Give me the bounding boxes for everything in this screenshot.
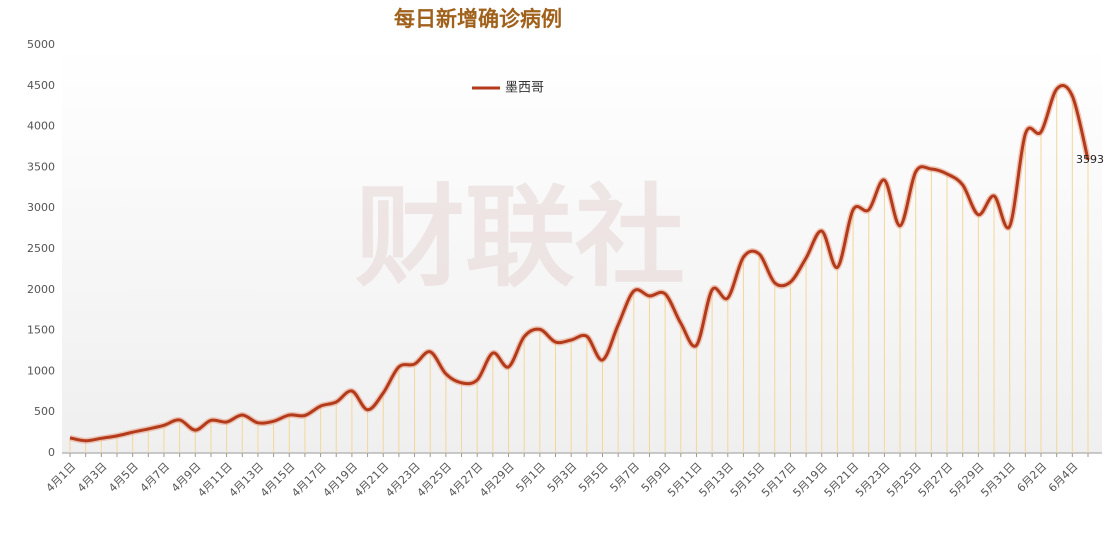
y-tick-label: 4500 bbox=[27, 79, 55, 92]
x-tick-label: 5月7日 bbox=[607, 460, 642, 495]
x-tick-label: 4月29日 bbox=[477, 460, 517, 500]
x-tick-label: 5月31日 bbox=[978, 460, 1018, 500]
y-tick-label: 4000 bbox=[27, 120, 55, 133]
y-tick-label: 5000 bbox=[27, 38, 55, 51]
y-tick-label: 3500 bbox=[27, 160, 55, 173]
legend-label: 墨西哥 bbox=[505, 81, 544, 96]
y-tick-label: 0 bbox=[48, 446, 55, 459]
x-tick-label: 4月3日 bbox=[75, 460, 110, 495]
legend: 墨西哥 bbox=[472, 81, 544, 96]
line bbox=[69, 84, 1090, 443]
x-tick-label: 5月5日 bbox=[576, 460, 611, 495]
y-tick-label: 500 bbox=[34, 405, 55, 418]
watermark: 财联社 bbox=[355, 173, 685, 301]
x-tick-label: 6月4日 bbox=[1046, 460, 1081, 495]
x-tick-label: 6月2日 bbox=[1015, 460, 1050, 495]
y-tick-label: 1000 bbox=[27, 364, 55, 377]
x-tick-label: 4月5日 bbox=[106, 460, 141, 495]
plot-background bbox=[62, 45, 1102, 453]
y-tick-label: 2000 bbox=[27, 283, 55, 296]
y-tick-label: 1500 bbox=[27, 324, 55, 337]
y-tick-label: 2500 bbox=[27, 242, 55, 255]
x-tick-label: 5月3日 bbox=[545, 460, 580, 495]
y-tick-label: 3000 bbox=[27, 201, 55, 214]
x-tick-label: 5月1日 bbox=[513, 460, 548, 495]
chart-title: 每日新增确诊病例 bbox=[394, 7, 562, 31]
x-tick-label: 4月1日 bbox=[44, 460, 79, 495]
data-label: 3593 bbox=[1076, 153, 1104, 166]
x-tick-label: 4月7日 bbox=[138, 460, 173, 495]
